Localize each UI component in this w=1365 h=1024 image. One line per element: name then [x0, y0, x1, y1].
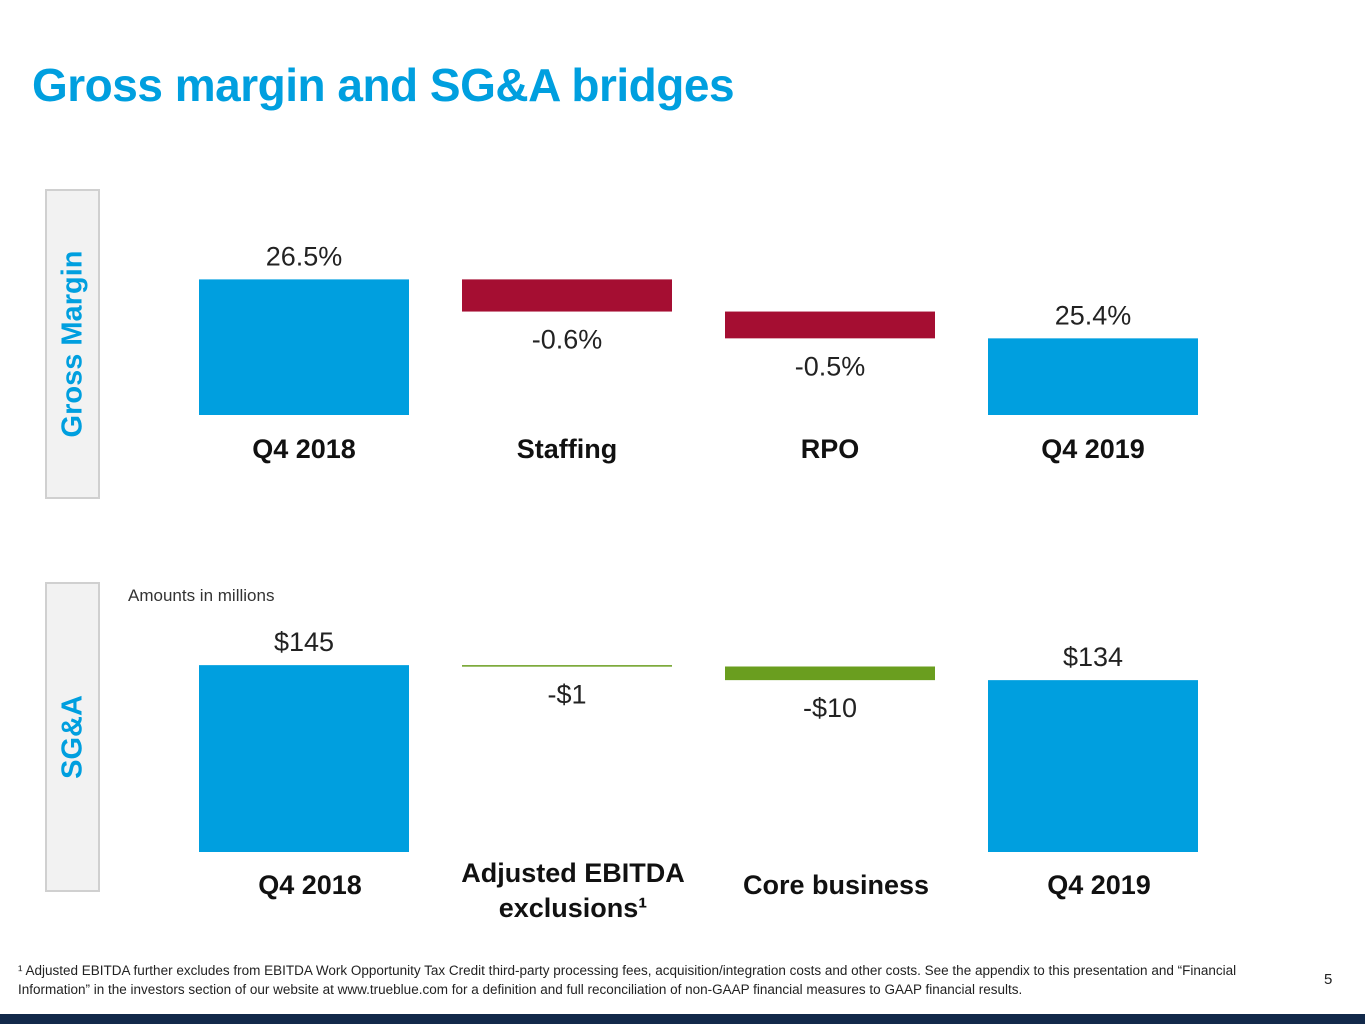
- gross-margin-side-label: Gross Margin: [45, 189, 100, 499]
- bar-rpo: [725, 311, 935, 339]
- bar-q4-2019: [988, 680, 1198, 852]
- page-number: 5: [1324, 971, 1333, 988]
- category-label: exclusions¹: [499, 893, 648, 923]
- sga-side-label: SG&A: [45, 582, 100, 892]
- value-label: $134: [1063, 642, 1123, 672]
- bar-core-business: [725, 666, 935, 681]
- page-title: Gross margin and SG&A bridges: [32, 59, 735, 111]
- value-label: $145: [274, 627, 334, 657]
- bar-q4-2019: [988, 338, 1198, 415]
- category-label: Q4 2018: [252, 434, 356, 464]
- footnote: ¹ Adjusted EBITDA further excludes from …: [18, 963, 1237, 997]
- bar-adjusted-ebitda-exclusions-: [462, 665, 672, 667]
- value-label: 25.4%: [1055, 300, 1132, 330]
- category-label: Core business: [743, 870, 929, 900]
- category-label: RPO: [801, 434, 860, 464]
- category-label: Adjusted EBITDA: [461, 858, 685, 888]
- value-label: -0.5%: [795, 351, 866, 381]
- category-label: Q4 2018: [258, 870, 362, 900]
- category-label: Q4 2019: [1041, 434, 1145, 464]
- value-label: -0.6%: [532, 325, 603, 355]
- bar-q4-2018: [199, 665, 409, 852]
- footer-bar: [0, 1014, 1365, 1024]
- value-label: -$10: [803, 693, 857, 723]
- value-label: 26.5%: [266, 241, 343, 271]
- value-label: -$1: [547, 680, 586, 710]
- category-label: Staffing: [517, 434, 618, 464]
- category-label: Q4 2019: [1047, 870, 1151, 900]
- bar-q4-2018: [199, 279, 409, 415]
- amounts-note: Amounts in millions: [128, 586, 275, 605]
- bar-staffing: [462, 279, 672, 312]
